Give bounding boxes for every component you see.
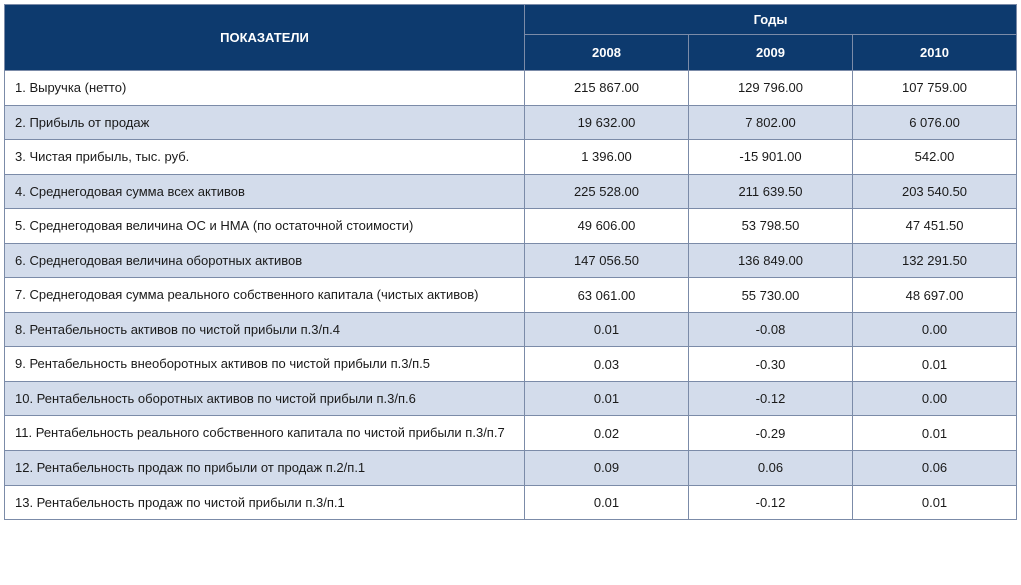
row-value: 0.01 [525, 381, 689, 416]
table-body: 1. Выручка (нетто)215 867.00129 796.0010… [5, 71, 1017, 520]
row-value: 211 639.50 [689, 174, 853, 209]
col-header-years: Годы [525, 5, 1017, 35]
row-value: -0.12 [689, 485, 853, 520]
row-label: 5. Среднегодовая величина ОС и НМА (по о… [5, 209, 525, 244]
row-value: 19 632.00 [525, 105, 689, 140]
row-value: 0.00 [853, 312, 1017, 347]
row-value: 0.01 [853, 416, 1017, 451]
row-value: 6 076.00 [853, 105, 1017, 140]
table-row: 7. Среднегодовая сумма реального собстве… [5, 278, 1017, 313]
row-value: -0.30 [689, 347, 853, 382]
table-row: 1. Выручка (нетто)215 867.00129 796.0010… [5, 71, 1017, 106]
row-value: 1 396.00 [525, 140, 689, 175]
row-value: 0.01 [525, 485, 689, 520]
row-label: 10. Рентабельность оборотных активов по … [5, 381, 525, 416]
row-value: 542.00 [853, 140, 1017, 175]
row-label: 13. Рентабельность продаж по чистой приб… [5, 485, 525, 520]
row-label: 2. Прибыль от продаж [5, 105, 525, 140]
row-value: 147 056.50 [525, 243, 689, 278]
col-header-2009: 2009 [689, 35, 853, 71]
col-header-2008: 2008 [525, 35, 689, 71]
row-value: 0.06 [689, 451, 853, 486]
row-value: 225 528.00 [525, 174, 689, 209]
row-value: 0.01 [853, 485, 1017, 520]
row-label: 6. Среднегодовая величина оборотных акти… [5, 243, 525, 278]
row-label: 4. Среднегодовая сумма всех активов [5, 174, 525, 209]
table-row: 8. Рентабельность активов по чистой приб… [5, 312, 1017, 347]
row-value: 49 606.00 [525, 209, 689, 244]
row-label: 11. Рентабельность реального собственног… [5, 416, 525, 451]
table-row: 4. Среднегодовая сумма всех активов225 5… [5, 174, 1017, 209]
row-value: -15 901.00 [689, 140, 853, 175]
table-row: 9. Рентабельность внеоборотных активов п… [5, 347, 1017, 382]
row-value: 53 798.50 [689, 209, 853, 244]
row-value: 0.00 [853, 381, 1017, 416]
row-value: 47 451.50 [853, 209, 1017, 244]
row-value: 0.09 [525, 451, 689, 486]
row-label: 9. Рентабельность внеоборотных активов п… [5, 347, 525, 382]
table-row: 5. Среднегодовая величина ОС и НМА (по о… [5, 209, 1017, 244]
row-label: 3. Чистая прибыль, тыс. руб. [5, 140, 525, 175]
row-value: -0.29 [689, 416, 853, 451]
row-value: 129 796.00 [689, 71, 853, 106]
table-row: 12. Рентабельность продаж по прибыли от … [5, 451, 1017, 486]
row-value: 63 061.00 [525, 278, 689, 313]
col-header-label: ПОКАЗАТЕЛИ [5, 5, 525, 71]
row-value: -0.08 [689, 312, 853, 347]
row-value: 215 867.00 [525, 71, 689, 106]
row-value: 7 802.00 [689, 105, 853, 140]
row-value: 0.01 [525, 312, 689, 347]
row-value: 136 849.00 [689, 243, 853, 278]
row-label: 1. Выручка (нетто) [5, 71, 525, 106]
row-label: 7. Среднегодовая сумма реального собстве… [5, 278, 525, 313]
row-label: 12. Рентабельность продаж по прибыли от … [5, 451, 525, 486]
row-label: 8. Рентабельность активов по чистой приб… [5, 312, 525, 347]
table-row: 3. Чистая прибыль, тыс. руб.1 396.00-15 … [5, 140, 1017, 175]
col-header-2010: 2010 [853, 35, 1017, 71]
row-value: 132 291.50 [853, 243, 1017, 278]
table-row: 6. Среднегодовая величина оборотных акти… [5, 243, 1017, 278]
row-value: 55 730.00 [689, 278, 853, 313]
financial-table: ПОКАЗАТЕЛИ Годы 2008 2009 2010 1. Выручк… [4, 4, 1017, 520]
row-value: 48 697.00 [853, 278, 1017, 313]
row-value: -0.12 [689, 381, 853, 416]
row-value: 107 759.00 [853, 71, 1017, 106]
table-row: 2. Прибыль от продаж19 632.007 802.006 0… [5, 105, 1017, 140]
row-value: 0.03 [525, 347, 689, 382]
table-row: 10. Рентабельность оборотных активов по … [5, 381, 1017, 416]
table-row: 13. Рентабельность продаж по чистой приб… [5, 485, 1017, 520]
row-value: 0.01 [853, 347, 1017, 382]
row-value: 0.02 [525, 416, 689, 451]
table-row: 11. Рентабельность реального собственног… [5, 416, 1017, 451]
row-value: 203 540.50 [853, 174, 1017, 209]
row-value: 0.06 [853, 451, 1017, 486]
